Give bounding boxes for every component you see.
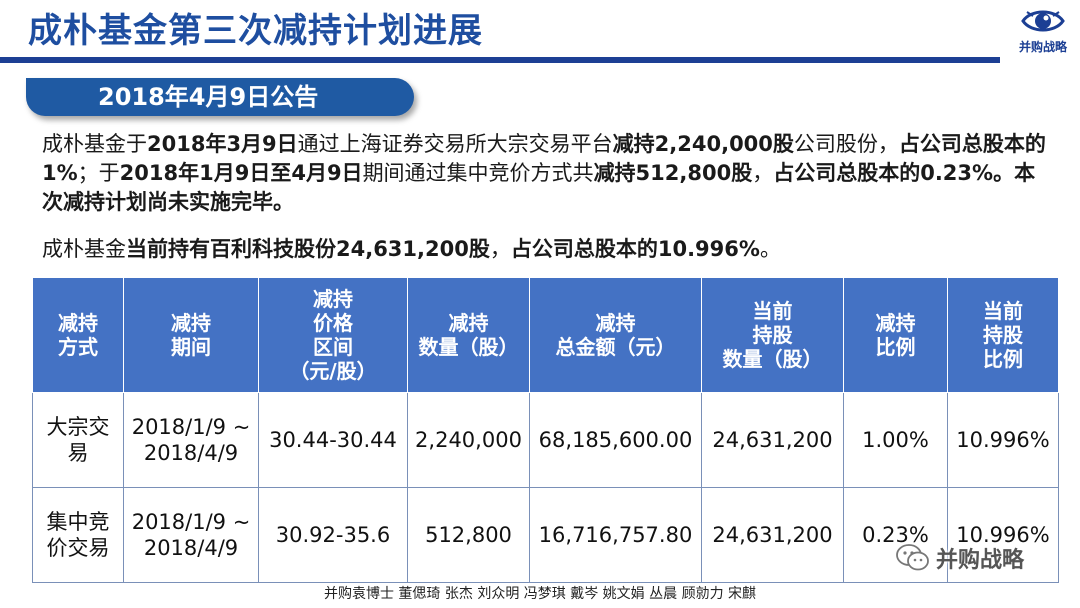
header-current-holding: 当前 持股 数量（股） <box>701 277 844 393</box>
cell-reduction-ratio: 0.23% <box>843 487 948 583</box>
cell-quantity: 512,800 <box>407 487 530 583</box>
para1-text-1: 成朴基金于 <box>42 132 147 156</box>
summary-paragraph: 成朴基金于2018年3月9日通过上海证券交易所大宗交易平台减持2,240,000… <box>42 130 1052 217</box>
announcement-date-banner: 2018年4月9日公告 <box>26 78 414 116</box>
page-title: 成朴基金第三次减持计划进展 <box>28 11 483 51</box>
cell-period: 2018/1/9 ~ 2018/4/9 <box>123 487 259 583</box>
para2-text-3: 。 <box>759 237 781 261</box>
para2-text-1: 成朴基金 <box>42 237 126 261</box>
para1-bold-date: 2018年3月9日 <box>147 132 298 156</box>
para1-bold-period: 2018年1月9日至4月9日 <box>119 161 363 185</box>
cell-period: 2018/1/9 ~ 2018/4/9 <box>123 392 259 488</box>
reduction-table: 减持 方式 减持 期间 减持 价格 区间 （元/股） 减持 数量（股） 减持 总… <box>32 277 1059 583</box>
cell-current-holding: 24,631,200 <box>701 392 844 488</box>
cell-quantity: 2,240,000 <box>407 392 530 488</box>
cell-method: 集中竞价交易 <box>32 487 124 583</box>
logo-text: 并购战略 <box>1018 40 1067 54</box>
table-row: 大宗交易 2018/1/9 ~ 2018/4/9 30.44-30.44 2,2… <box>32 392 1059 488</box>
cell-total-amount: 16,716,757.80 <box>529 487 702 583</box>
cell-holding-ratio: 10.996% <box>947 487 1059 583</box>
header-holding-ratio: 当前 持股 比例 <box>947 277 1059 393</box>
para1-bold-ratio: 占公司总股本的1% <box>42 132 1046 185</box>
para1-text-5: 期间通过集中竞价方式共 <box>362 161 594 185</box>
para2-text-2: ， <box>489 237 511 261</box>
brand-logo: 并购战略 <box>1012 6 1074 62</box>
cell-method: 大宗交易 <box>32 392 124 488</box>
table-header-row: 减持 方式 减持 期间 减持 价格 区间 （元/股） 减持 数量（股） 减持 总… <box>32 277 1059 393</box>
para1-bold-amount: 减持2,240,000股 <box>612 132 794 156</box>
header-total-amount: 减持 总金额（元） <box>529 277 702 393</box>
table-row: 集中竞价交易 2018/1/9 ~ 2018/4/9 30.92-35.6 51… <box>32 487 1059 583</box>
title-underline <box>0 57 1000 63</box>
para1-text-3: 公司股份， <box>793 132 899 156</box>
cell-holding-ratio: 10.996% <box>947 392 1059 488</box>
holding-paragraph: 成朴基金当前持有百利科技股份24,631,200股，占公司总股本的10.996%… <box>42 235 1052 264</box>
footer-credits: 并购袁博士 董偲琦 张杰 刘众明 冯梦琪 戴岑 姚文娟 丛晨 顾勍力 宋麒 <box>323 586 757 602</box>
header-period: 减持 期间 <box>123 277 259 393</box>
para2-bold-ratio: 占公司总股本的10.996% <box>510 237 760 261</box>
wechat-watermark: 并购战略 <box>896 540 1024 576</box>
cell-price-range: 30.92-35.6 <box>258 487 408 583</box>
para1-text-4: ；于 <box>77 161 120 185</box>
para1-text-2: 通过上海证券交易所大宗交易平台 <box>297 132 613 156</box>
cell-reduction-ratio: 1.00% <box>843 392 948 488</box>
eye-icon <box>1021 10 1065 32</box>
cell-current-holding: 24,631,200 <box>701 487 844 583</box>
watermark-text: 并购战略 <box>936 548 1025 573</box>
header-reduction-ratio: 减持 比例 <box>843 277 948 393</box>
para1-text-6: ， <box>752 161 774 185</box>
header-price-range: 减持 价格 区间 （元/股） <box>258 277 408 393</box>
header-quantity: 减持 数量（股） <box>407 277 530 393</box>
header-method: 减持 方式 <box>32 277 124 393</box>
para2-bold-holding: 当前持有百利科技股份24,631,200股 <box>126 237 490 261</box>
cell-price-range: 30.44-30.44 <box>258 392 408 488</box>
para1-bold-ratio-2: 占公司总股本的0.23%。本次减持计划尚未实施完毕。 <box>42 161 1036 214</box>
wechat-icon <box>896 544 929 571</box>
para1-bold-amount-2: 减持512,800股 <box>593 161 753 185</box>
cell-total-amount: 68,185,600.00 <box>529 392 702 488</box>
